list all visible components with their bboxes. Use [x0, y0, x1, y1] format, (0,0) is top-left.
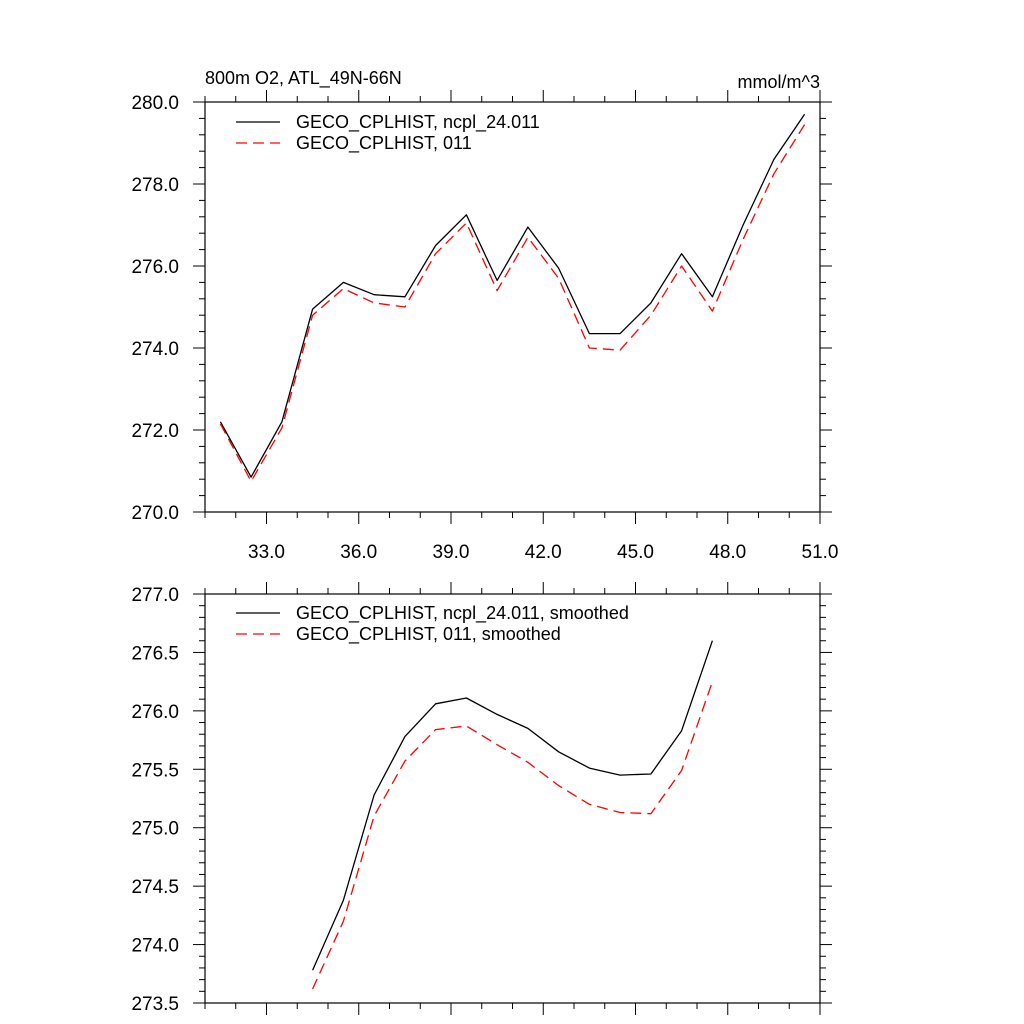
y-tick-label: 276.0 [131, 257, 179, 278]
y-tick-label: 274.0 [131, 936, 179, 957]
x-tick-label: 45.0 [617, 542, 654, 563]
series-line-0 [312, 640, 714, 971]
chart-title: 800m O2, ATL_49N-66N [205, 68, 402, 89]
y-tick-label: 274.5 [131, 877, 179, 898]
y-tick-label: 275.5 [131, 760, 179, 781]
y-tick-label: 277.0 [131, 585, 179, 606]
y-tick-label: 276.0 [131, 702, 179, 723]
top-panel: 270.0 272.0 274.0 276.0 278.0 280.0 33.0 36.0 39… [131, 68, 838, 563]
x-tick-label: 33.0 [248, 542, 285, 563]
y-tick-label: 273.5 [131, 994, 179, 1015]
y-tick-label: 270.0 [131, 503, 179, 524]
y-tick-label: 278.0 [131, 175, 179, 196]
x-tick-label: 39.0 [433, 542, 470, 563]
legend-label-0: GECO_CPLHIST, ncpl_24.011, smoothed [296, 603, 629, 624]
legend-label-0: GECO_CPLHIST, ncpl_24.011 [296, 112, 540, 133]
y-tick-label: 275.0 [131, 819, 179, 840]
y-tick-label: 280.0 [131, 93, 179, 114]
series-line-1 [312, 681, 714, 990]
series-line-0 [219, 113, 806, 478]
plot-frame [204, 593, 821, 1004]
legend-label-1: GECO_CPLHIST, 011, smoothed [296, 624, 561, 645]
x-tick-label: 51.0 [802, 542, 839, 563]
x-tick-label: 36.0 [340, 542, 377, 563]
bottom-panel: 273.5 274.0 274.5 275.0 275.5 276.0 276.5 277.0… [131, 582, 832, 1015]
y-tick-label: 272.0 [131, 421, 179, 442]
y-tick-label: 276.5 [131, 643, 179, 664]
x-tick-label: 42.0 [525, 542, 562, 563]
plot-frame [204, 101, 821, 513]
legend-label-1: GECO_CPLHIST, 011 [296, 133, 472, 154]
units-label: mmol/m^3 [738, 72, 820, 92]
series-line-1 [219, 124, 806, 482]
y-tick-label: 274.0 [131, 339, 179, 360]
x-tick-label: 48.0 [709, 542, 746, 563]
